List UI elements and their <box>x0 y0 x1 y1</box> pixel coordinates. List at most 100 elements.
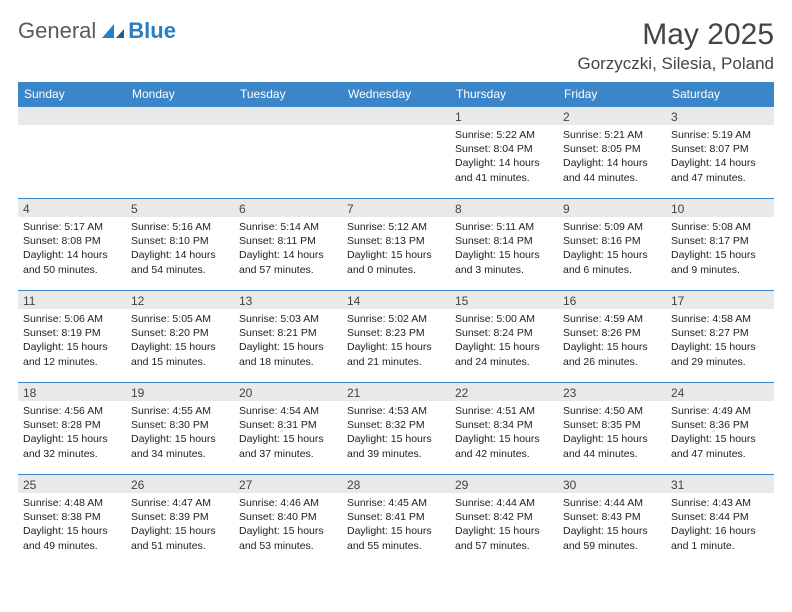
day-details: Sunrise: 5:11 AMSunset: 8:14 PMDaylight:… <box>450 217 558 281</box>
day-cell: 14Sunrise: 5:02 AMSunset: 8:23 PMDayligh… <box>342 290 450 382</box>
day-details: Sunrise: 4:44 AMSunset: 8:42 PMDaylight:… <box>450 493 558 557</box>
weekday-header: Tuesday <box>234 82 342 106</box>
empty-cell <box>342 106 450 198</box>
weekday-header: Wednesday <box>342 82 450 106</box>
day-cell: 19Sunrise: 4:55 AMSunset: 8:30 PMDayligh… <box>126 382 234 474</box>
day-cell: 1Sunrise: 5:22 AMSunset: 8:04 PMDaylight… <box>450 106 558 198</box>
month-title: May 2025 <box>577 18 774 52</box>
weekday-header: Friday <box>558 82 666 106</box>
day-number: 9 <box>558 199 666 217</box>
day-details: Sunrise: 5:08 AMSunset: 8:17 PMDaylight:… <box>666 217 774 281</box>
day-cell: 18Sunrise: 4:56 AMSunset: 8:28 PMDayligh… <box>18 382 126 474</box>
day-cell: 29Sunrise: 4:44 AMSunset: 8:42 PMDayligh… <box>450 474 558 566</box>
day-number: 29 <box>450 475 558 493</box>
day-details: Sunrise: 5:21 AMSunset: 8:05 PMDaylight:… <box>558 125 666 189</box>
day-details: Sunrise: 4:49 AMSunset: 8:36 PMDaylight:… <box>666 401 774 465</box>
day-number: 23 <box>558 383 666 401</box>
weekday-header: Thursday <box>450 82 558 106</box>
day-details: Sunrise: 5:06 AMSunset: 8:19 PMDaylight:… <box>18 309 126 373</box>
day-cell: 26Sunrise: 4:47 AMSunset: 8:39 PMDayligh… <box>126 474 234 566</box>
day-number: 14 <box>342 291 450 309</box>
day-cell: 24Sunrise: 4:49 AMSunset: 8:36 PMDayligh… <box>666 382 774 474</box>
empty-cell <box>18 106 126 198</box>
day-cell: 21Sunrise: 4:53 AMSunset: 8:32 PMDayligh… <box>342 382 450 474</box>
day-cell: 5Sunrise: 5:16 AMSunset: 8:10 PMDaylight… <box>126 198 234 290</box>
day-details: Sunrise: 4:45 AMSunset: 8:41 PMDaylight:… <box>342 493 450 557</box>
day-details: Sunrise: 4:56 AMSunset: 8:28 PMDaylight:… <box>18 401 126 465</box>
day-number: 8 <box>450 199 558 217</box>
day-cell: 23Sunrise: 4:50 AMSunset: 8:35 PMDayligh… <box>558 382 666 474</box>
location-label: Gorzyczki, Silesia, Poland <box>577 54 774 74</box>
day-number: 3 <box>666 107 774 125</box>
day-details: Sunrise: 5:09 AMSunset: 8:16 PMDaylight:… <box>558 217 666 281</box>
day-number: 13 <box>234 291 342 309</box>
day-cell: 11Sunrise: 5:06 AMSunset: 8:19 PMDayligh… <box>18 290 126 382</box>
empty-cell <box>234 106 342 198</box>
day-cell: 22Sunrise: 4:51 AMSunset: 8:34 PMDayligh… <box>450 382 558 474</box>
day-number: 22 <box>450 383 558 401</box>
day-number: 17 <box>666 291 774 309</box>
weekday-header: Sunday <box>18 82 126 106</box>
day-number: 18 <box>18 383 126 401</box>
day-cell: 13Sunrise: 5:03 AMSunset: 8:21 PMDayligh… <box>234 290 342 382</box>
day-cell: 20Sunrise: 4:54 AMSunset: 8:31 PMDayligh… <box>234 382 342 474</box>
day-number: 15 <box>450 291 558 309</box>
day-cell: 12Sunrise: 5:05 AMSunset: 8:20 PMDayligh… <box>126 290 234 382</box>
day-cell: 4Sunrise: 5:17 AMSunset: 8:08 PMDaylight… <box>18 198 126 290</box>
day-cell: 27Sunrise: 4:46 AMSunset: 8:40 PMDayligh… <box>234 474 342 566</box>
day-details: Sunrise: 5:05 AMSunset: 8:20 PMDaylight:… <box>126 309 234 373</box>
logo-text-general: General <box>18 18 96 44</box>
calendar-grid: SundayMondayTuesdayWednesdayThursdayFrid… <box>18 82 774 566</box>
day-number: 30 <box>558 475 666 493</box>
day-details: Sunrise: 4:54 AMSunset: 8:31 PMDaylight:… <box>234 401 342 465</box>
day-number: 12 <box>126 291 234 309</box>
day-number: 27 <box>234 475 342 493</box>
day-details: Sunrise: 5:02 AMSunset: 8:23 PMDaylight:… <box>342 309 450 373</box>
day-cell: 16Sunrise: 4:59 AMSunset: 8:26 PMDayligh… <box>558 290 666 382</box>
day-number: 6 <box>234 199 342 217</box>
logo-sail-icon <box>100 22 126 40</box>
day-details: Sunrise: 4:46 AMSunset: 8:40 PMDaylight:… <box>234 493 342 557</box>
day-details: Sunrise: 5:19 AMSunset: 8:07 PMDaylight:… <box>666 125 774 189</box>
day-cell: 2Sunrise: 5:21 AMSunset: 8:05 PMDaylight… <box>558 106 666 198</box>
day-cell: 15Sunrise: 5:00 AMSunset: 8:24 PMDayligh… <box>450 290 558 382</box>
day-number: 24 <box>666 383 774 401</box>
day-number: 26 <box>126 475 234 493</box>
day-details: Sunrise: 5:17 AMSunset: 8:08 PMDaylight:… <box>18 217 126 281</box>
day-details: Sunrise: 4:55 AMSunset: 8:30 PMDaylight:… <box>126 401 234 465</box>
weekday-header: Monday <box>126 82 234 106</box>
day-details: Sunrise: 4:50 AMSunset: 8:35 PMDaylight:… <box>558 401 666 465</box>
day-details: Sunrise: 5:00 AMSunset: 8:24 PMDaylight:… <box>450 309 558 373</box>
day-number: 1 <box>450 107 558 125</box>
day-details: Sunrise: 5:12 AMSunset: 8:13 PMDaylight:… <box>342 217 450 281</box>
day-cell: 31Sunrise: 4:43 AMSunset: 8:44 PMDayligh… <box>666 474 774 566</box>
logo: General Blue <box>18 18 176 44</box>
day-cell: 8Sunrise: 5:11 AMSunset: 8:14 PMDaylight… <box>450 198 558 290</box>
day-number <box>342 107 450 125</box>
day-details: Sunrise: 5:14 AMSunset: 8:11 PMDaylight:… <box>234 217 342 281</box>
day-cell: 10Sunrise: 5:08 AMSunset: 8:17 PMDayligh… <box>666 198 774 290</box>
day-number: 4 <box>18 199 126 217</box>
day-number: 21 <box>342 383 450 401</box>
day-number: 10 <box>666 199 774 217</box>
day-details: Sunrise: 5:16 AMSunset: 8:10 PMDaylight:… <box>126 217 234 281</box>
day-number <box>126 107 234 125</box>
day-cell: 30Sunrise: 4:44 AMSunset: 8:43 PMDayligh… <box>558 474 666 566</box>
day-number <box>18 107 126 125</box>
day-cell: 3Sunrise: 5:19 AMSunset: 8:07 PMDaylight… <box>666 106 774 198</box>
day-number: 25 <box>18 475 126 493</box>
day-number: 5 <box>126 199 234 217</box>
day-details: Sunrise: 4:48 AMSunset: 8:38 PMDaylight:… <box>18 493 126 557</box>
day-details: Sunrise: 5:22 AMSunset: 8:04 PMDaylight:… <box>450 125 558 189</box>
day-cell: 17Sunrise: 4:58 AMSunset: 8:27 PMDayligh… <box>666 290 774 382</box>
logo-text-blue: Blue <box>128 18 176 44</box>
day-number: 28 <box>342 475 450 493</box>
day-details: Sunrise: 4:43 AMSunset: 8:44 PMDaylight:… <box>666 493 774 557</box>
day-number: 31 <box>666 475 774 493</box>
day-number <box>234 107 342 125</box>
day-cell: 9Sunrise: 5:09 AMSunset: 8:16 PMDaylight… <box>558 198 666 290</box>
day-number: 11 <box>18 291 126 309</box>
title-block: May 2025 Gorzyczki, Silesia, Poland <box>577 18 774 74</box>
day-details: Sunrise: 4:53 AMSunset: 8:32 PMDaylight:… <box>342 401 450 465</box>
day-number: 16 <box>558 291 666 309</box>
